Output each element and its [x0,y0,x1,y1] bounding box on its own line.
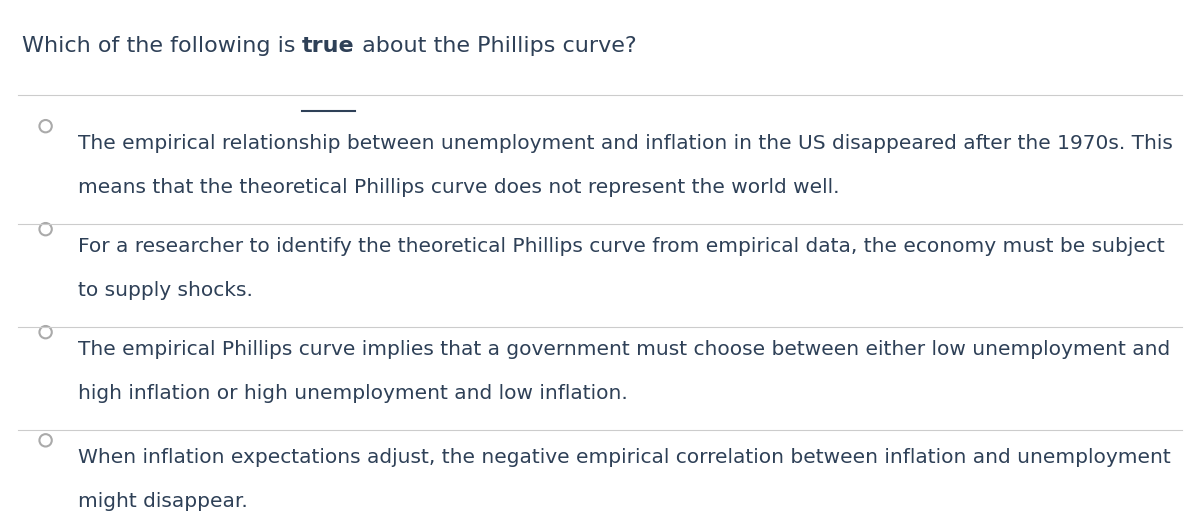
Text: means that the theoretical Phillips curve does not represent the world well.: means that the theoretical Phillips curv… [78,178,840,197]
Text: The empirical relationship between unemployment and inflation in the US disappea: The empirical relationship between unemp… [78,134,1172,153]
Text: The empirical Phillips curve implies that a government must choose between eithe: The empirical Phillips curve implies tha… [78,340,1170,359]
Text: Which of the following is: Which of the following is [22,36,302,56]
Text: For a researcher to identify the theoretical Phillips curve from empirical data,: For a researcher to identify the theoret… [78,237,1165,256]
Text: to supply shocks.: to supply shocks. [78,281,253,300]
Text: about the Phillips curve?: about the Phillips curve? [355,36,636,56]
Text: true: true [302,36,355,56]
Text: When inflation expectations adjust, the negative empirical correlation between i: When inflation expectations adjust, the … [78,448,1171,467]
Text: might disappear.: might disappear. [78,492,247,511]
Text: high inflation or high unemployment and low inflation.: high inflation or high unemployment and … [78,384,628,403]
